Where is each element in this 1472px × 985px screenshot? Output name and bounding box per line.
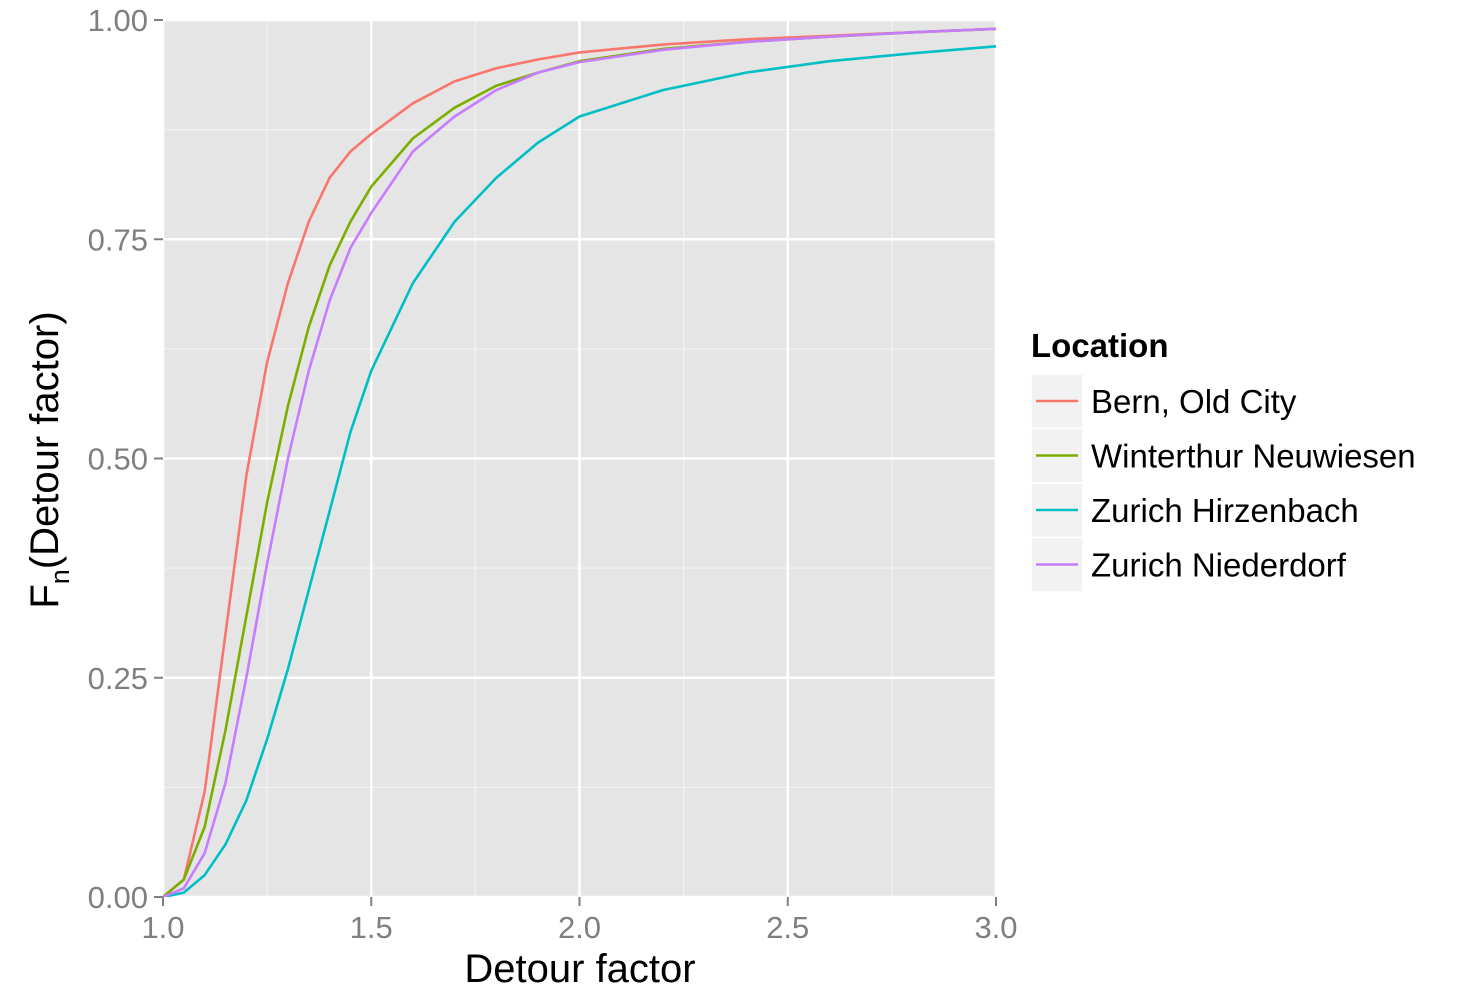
x-tick-label: 1.5 (350, 910, 393, 945)
x-tick-label: 3.0 (974, 910, 1017, 945)
y-axis-title-subscript: n (45, 569, 75, 584)
y-tick-label: 0.50 (88, 442, 148, 477)
y-axis-title: Fn(Detour factor) (23, 311, 75, 608)
series-line-bern-old-city (163, 27, 996, 897)
legend-label: Zurich Niederdorf (1091, 547, 1347, 584)
series-lines (163, 27, 996, 897)
y-axis: 0.00 0.25 0.50 0.75 1.00 (88, 3, 163, 915)
x-tick-label: 2.5 (766, 910, 809, 945)
series-line-zurich-niederdorf (163, 27, 996, 897)
series-line-zurich-hirzenbach (163, 45, 996, 897)
x-axis-title: Detour factor (464, 947, 695, 985)
x-tick-label: 1.0 (141, 910, 184, 945)
y-tick-label: 0.75 (88, 222, 148, 257)
legend: Location Bern, Old City Winterthur Neuwie… (1030, 327, 1416, 593)
legend-title: Location (1031, 327, 1169, 364)
x-axis: 1.0 1.5 2.0 2.5 3.0 (141, 897, 1018, 945)
y-axis-title-paren: (Detour factor) (23, 311, 67, 569)
y-tick-label: 0.25 (88, 661, 148, 696)
y-tick-label: 0.00 (88, 880, 148, 915)
x-tick-label: 2.0 (558, 910, 601, 945)
y-tick-label: 1.00 (88, 3, 148, 38)
legend-label: Winterthur Neuwiesen (1091, 438, 1416, 475)
y-axis-title-main: F (23, 584, 67, 608)
svg-text:Fn(Detour factor): Fn(Detour factor) (23, 311, 75, 608)
legend-label: Bern, Old City (1091, 383, 1297, 420)
legend-label: Zurich Hirzenbach (1091, 492, 1359, 529)
legend-items: Bern, Old City Winterthur Neuwiesen Zurich… (1030, 373, 1416, 593)
